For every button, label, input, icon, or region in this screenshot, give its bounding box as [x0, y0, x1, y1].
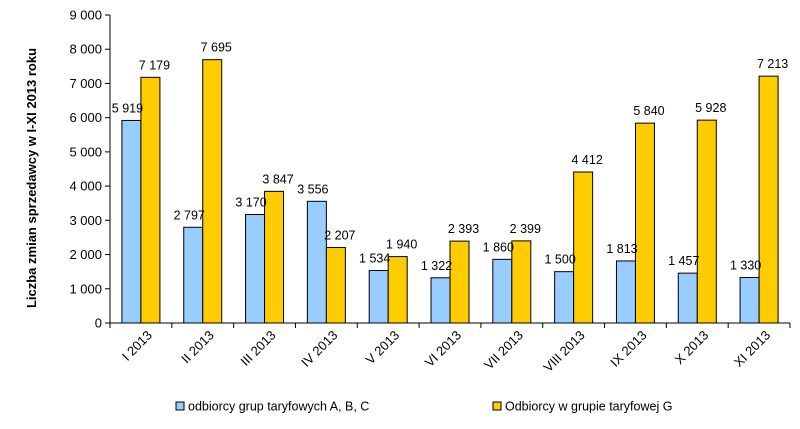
- y-tick-label: 6 000: [69, 110, 102, 125]
- x-tick-label: IV 2013: [298, 328, 340, 370]
- data-label: 1 534: [359, 252, 390, 266]
- bar: [739, 276, 760, 324]
- bar: [140, 76, 161, 324]
- y-tick-label: 7 000: [69, 76, 102, 91]
- bar: [696, 119, 717, 324]
- y-tick-label: 9 000: [69, 8, 102, 23]
- x-tick-label: II 2013: [178, 328, 217, 367]
- legend-swatch: [175, 401, 185, 411]
- data-label: 2 797: [174, 208, 205, 222]
- data-label: 4 412: [571, 153, 602, 167]
- data-label: 5 840: [633, 104, 664, 118]
- data-label: 1 813: [606, 242, 637, 256]
- data-label: 2 207: [324, 228, 355, 242]
- x-tick-label: VIII 2013: [540, 328, 587, 375]
- legend-label: Odbiorcy w grupie taryfowej G: [505, 400, 672, 414]
- y-axis: 0 1 000 2 000 3 000 4 000 5 000 6 000 7 000 8 00…: [69, 8, 111, 331]
- data-label: 5 928: [695, 101, 726, 115]
- data-label: 1 322: [421, 259, 452, 273]
- bar: [677, 272, 698, 324]
- bar: [183, 226, 204, 324]
- bars: [121, 59, 779, 324]
- data-label: 3 847: [262, 172, 293, 186]
- legend-swatch: [492, 401, 502, 411]
- bar: [121, 119, 142, 324]
- bar: [325, 246, 346, 324]
- x-tick-label: XI 2013: [731, 328, 773, 370]
- bar: [492, 258, 513, 324]
- data-label: 1 330: [730, 258, 761, 272]
- bar: [430, 277, 451, 324]
- y-axis-title: Liczba zmian sprzedawcy w I-XI 2013 roku: [24, 48, 39, 308]
- bar: [387, 256, 408, 324]
- data-label: 3 170: [235, 196, 266, 210]
- data-label: 7 695: [201, 41, 232, 55]
- y-tick-label: 1 000: [69, 281, 102, 296]
- bar: [368, 270, 389, 324]
- bar: [245, 214, 266, 324]
- x-tick-label: VII 2013: [481, 328, 526, 373]
- data-label: 7 213: [757, 57, 788, 71]
- bar: [306, 200, 327, 324]
- data-labels: 5 919 2 797 3 170 3 556 1 534 1 322 1 860 1 500…: [112, 41, 789, 273]
- legend-label: odbiorcy grup taryfowych A, B, C: [188, 400, 369, 414]
- x-tick-label: IX 2013: [607, 328, 649, 370]
- y-tick-label: 4 000: [69, 179, 102, 194]
- data-label: 3 556: [297, 182, 328, 196]
- bar: [264, 190, 285, 324]
- y-tick-label: 0: [95, 316, 102, 331]
- data-label: 1 940: [386, 238, 417, 252]
- x-tick-label: I 2013: [119, 328, 155, 364]
- bar: [573, 171, 594, 324]
- x-tick-label: V 2013: [363, 328, 403, 368]
- legend: odbiorcy grup taryfowych A, B, C Odbiorcy…: [175, 400, 672, 414]
- y-tick-label: 3 000: [69, 213, 102, 228]
- bar: [511, 240, 532, 324]
- data-label: 1 500: [544, 253, 575, 267]
- data-label: 5 919: [112, 101, 143, 115]
- data-label: 2 393: [448, 222, 479, 236]
- data-label: 1 860: [483, 240, 514, 254]
- bar: [202, 59, 223, 324]
- x-axis: I 2013 II 2013 III 2013 IV 2013 V 2013 VI 201…: [109, 322, 791, 375]
- bar: [758, 75, 779, 324]
- y-tick-label: 8 000: [69, 42, 102, 57]
- bar: [554, 271, 575, 324]
- x-tick-label: VI 2013: [422, 328, 464, 370]
- bar: [449, 240, 470, 324]
- bar: [634, 122, 655, 324]
- data-label: 7 179: [139, 58, 170, 72]
- y-tick-label: 5 000: [69, 144, 102, 159]
- bar: [615, 260, 636, 324]
- y-tick-label: 2 000: [69, 247, 102, 262]
- x-tick-label: III 2013: [237, 328, 278, 369]
- data-label: 1 457: [668, 254, 699, 268]
- x-tick-label: X 2013: [672, 328, 712, 368]
- data-label: 2 399: [510, 222, 541, 236]
